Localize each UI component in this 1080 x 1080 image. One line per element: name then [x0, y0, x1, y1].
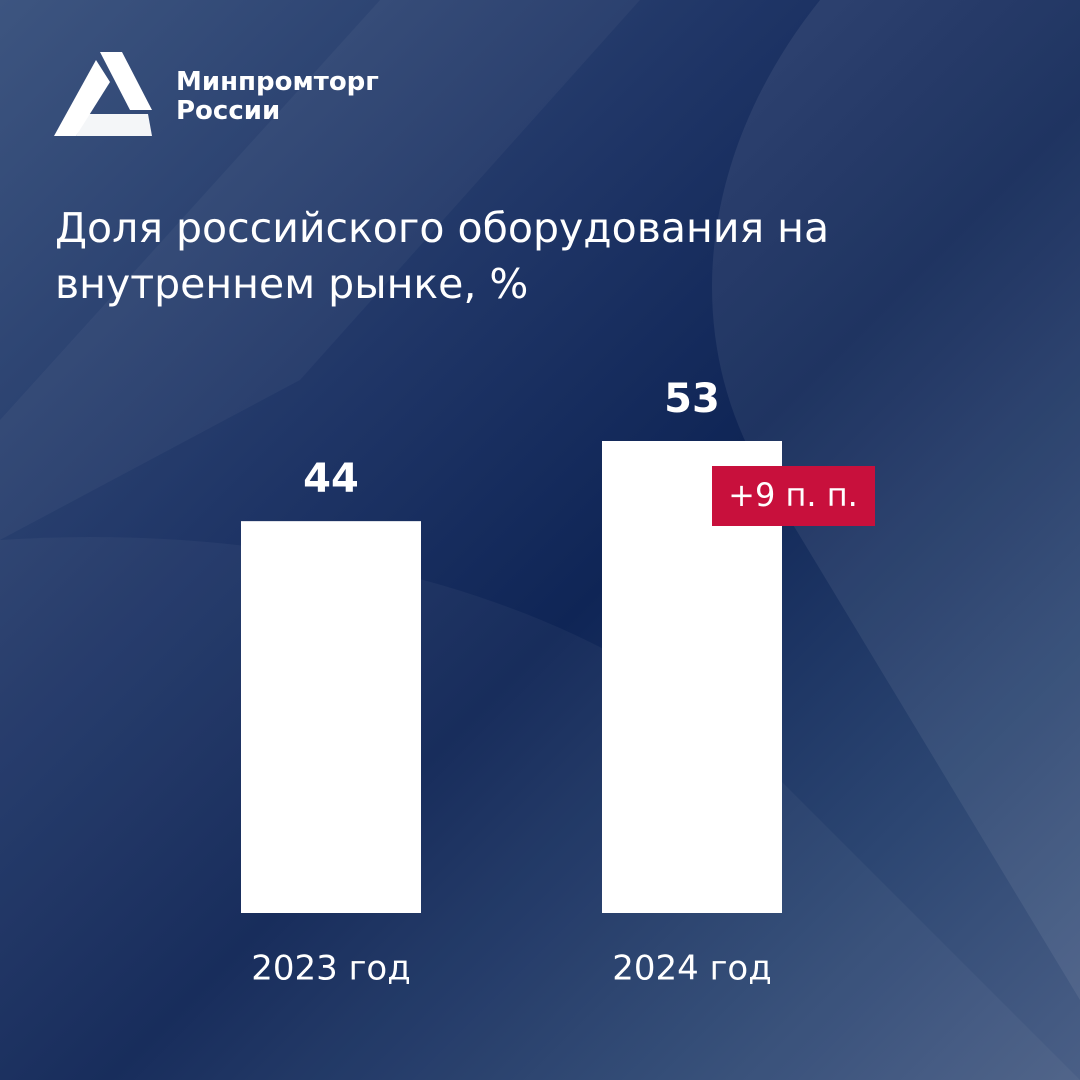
logo-line: России — [176, 96, 281, 126]
value-label: 44 — [303, 456, 359, 502]
value-label: 53 — [664, 376, 720, 422]
logo-text: Минпромторг России — [176, 68, 379, 126]
logo-part — [76, 114, 152, 136]
annotation-box — [712, 466, 875, 526]
logo-line: Минпромторг — [176, 67, 379, 97]
x-tick-label: 2024 год — [612, 949, 772, 989]
logo-icon — [54, 52, 152, 136]
logo-part — [54, 60, 110, 136]
x-tick-label: 2023 год — [251, 949, 411, 989]
logo-part — [100, 52, 152, 110]
bar — [241, 521, 421, 913]
bg-shape — [712, 0, 1080, 1000]
chart-title: Доля российского оборудования на внутрен… — [55, 204, 830, 308]
bg-shape — [0, 0, 640, 540]
annotation: +9 п. п. — [728, 476, 858, 514]
